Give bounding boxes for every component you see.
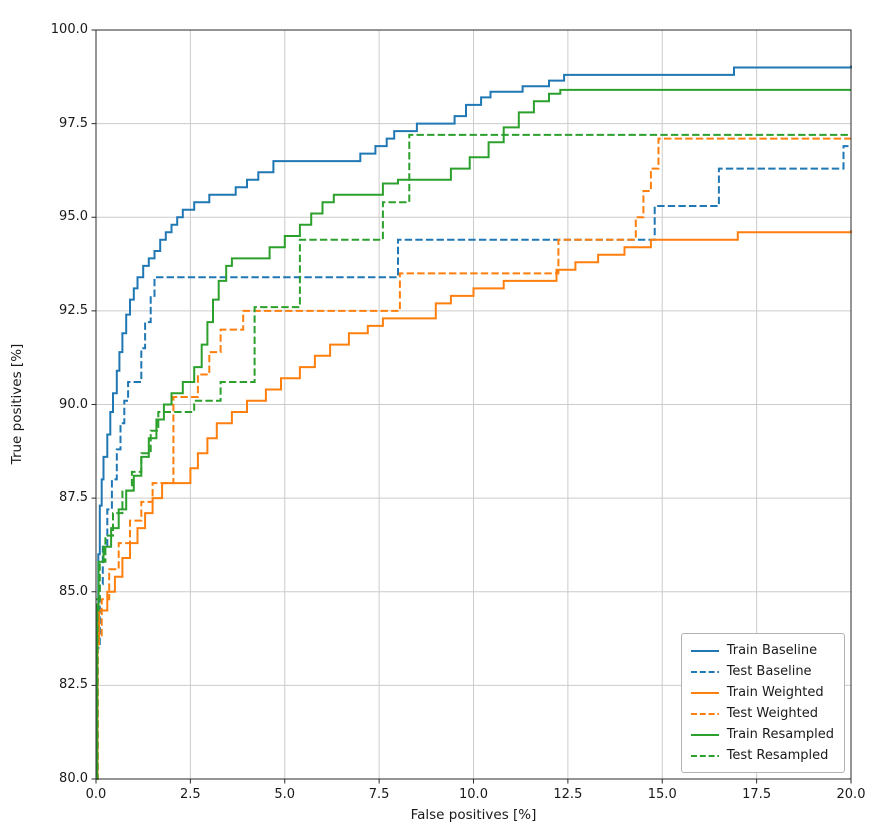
x-tick-label: 5.0	[274, 787, 296, 802]
y-tick-label: 82.5	[59, 677, 88, 693]
legend-label: Train Baseline	[726, 643, 818, 658]
x-tick-label: 20.0	[836, 787, 866, 802]
y-tick-label: 97.5	[59, 115, 88, 131]
legend-item: Train Baseline	[690, 640, 834, 661]
y-tick-label: 100.0	[50, 22, 88, 37]
x-tick-label: 12.5	[553, 787, 583, 802]
series-line-test-resampled	[96, 133, 851, 780]
y-tick-label: 85.0	[59, 583, 88, 599]
x-axis-label: False positives [%]	[410, 807, 537, 823]
y-tick-label: 90.0	[59, 396, 88, 412]
legend-label: Test Weighted	[726, 706, 818, 721]
legend-line-sample	[690, 712, 719, 715]
y-axis-label: True positives [%]	[9, 343, 25, 465]
y-tick-label: 95.0	[59, 209, 88, 225]
x-tick-label: 7.5	[368, 787, 390, 802]
y-tick-label: 92.5	[59, 302, 88, 318]
legend-line-sample	[690, 649, 719, 652]
x-tick-label: 2.5	[180, 787, 201, 802]
legend-item: Test Weighted	[690, 703, 834, 724]
legend-item: Test Resampled	[690, 745, 834, 766]
legend-label: Test Resampled	[726, 748, 829, 763]
x-tick-label: 15.0	[647, 787, 677, 802]
series-line-test-weighted	[96, 137, 851, 780]
legend-line-sample	[690, 670, 719, 673]
x-tick-label: 10.0	[459, 787, 488, 802]
series-line-train-baseline	[96, 65, 852, 780]
series-line-test-baseline	[96, 145, 851, 780]
x-tick-label: 0.0	[85, 787, 107, 802]
legend-label: Train Weighted	[726, 685, 824, 700]
legend-item: Train Resampled	[690, 724, 834, 745]
legend: Train Baseline Test Baseline Train Weighte…	[680, 633, 845, 773]
series-line-train-weighted	[96, 230, 852, 780]
x-tick-label: 17.5	[742, 787, 772, 802]
legend-line-sample	[690, 754, 719, 757]
y-tick-label: 80.0	[59, 771, 88, 786]
y-tick-label: 87.5	[59, 490, 88, 506]
legend-label: Test Baseline	[726, 664, 812, 679]
plot-border	[95, 29, 852, 780]
legend-item: Train Weighted	[690, 682, 834, 703]
legend-label: Train Resampled	[726, 727, 834, 742]
legend-item: Test Baseline	[690, 661, 834, 682]
legend-line-sample	[690, 691, 719, 694]
legend-line-sample	[690, 733, 719, 736]
